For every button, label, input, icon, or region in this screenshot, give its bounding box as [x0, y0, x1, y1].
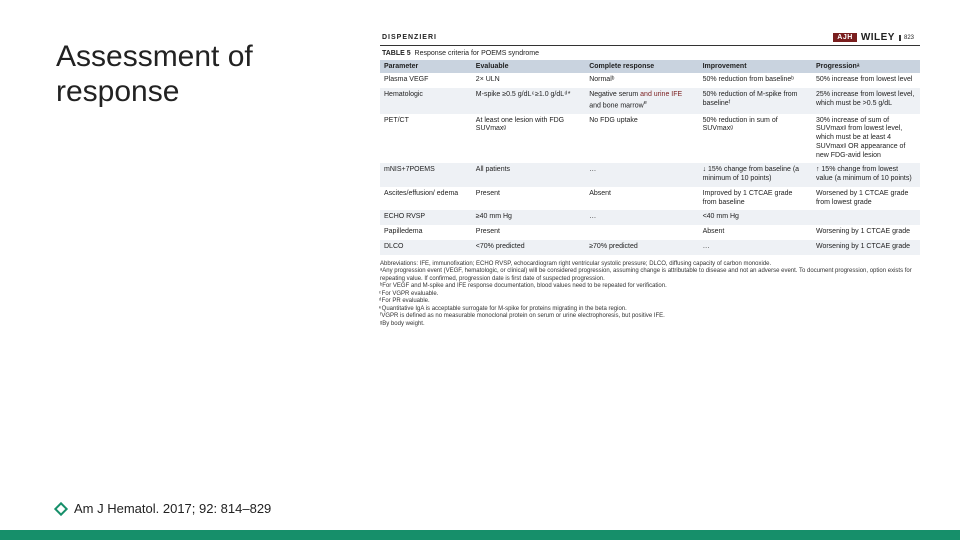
col-improvement: Improvement	[699, 60, 812, 73]
table-cell: At least one lesion with FDG SUVmaxᵍ	[472, 114, 585, 164]
table-row: Plasma VEGF2× ULNNormalᵇ50% reduction fr…	[380, 73, 920, 88]
table-row: HematologicM-spike ≥0.5 g/dL ͨ ≥1.0 g/dL…	[380, 88, 920, 114]
footnote-c: ͨ For VGPR evaluable.	[380, 291, 920, 299]
table-cell: M-spike ≥0.5 g/dL ͨ ≥1.0 g/dL ͩ *	[472, 88, 585, 114]
diamond-icon	[54, 501, 68, 515]
table-cell: ≥70% predicted	[585, 240, 698, 255]
footnote-f: ᶠVGPR is defined as no measurable monocl…	[380, 313, 920, 321]
table-cell: Hematologic	[380, 88, 472, 114]
table-cell: Negative serum and urine IFE and bone ma…	[585, 88, 698, 114]
col-parameter: Parameter	[380, 60, 472, 73]
table-cell: <70% predicted	[472, 240, 585, 255]
table-cell: ↑ 15% change from lowest value (a minimu…	[812, 163, 920, 187]
table-cell: ≥40 mm Hg	[472, 210, 585, 225]
table-caption: TABLE 5 Response criteria for POEMS synd…	[382, 50, 920, 57]
brand-text: WILEY	[861, 32, 895, 43]
table-header-row: Parameter Evaluable Complete response Im…	[380, 60, 920, 73]
col-evaluable: Evaluable	[472, 60, 585, 73]
table-cell: Worsening by 1 CTCAE grade	[812, 225, 920, 240]
table-row: Ascites/effusion/ edemaPresentAbsentImpr…	[380, 187, 920, 211]
citation: Am J Hematol. 2017; 92: 814–829	[56, 501, 271, 516]
footnote-b: ᵇFor VEGF and M-spike and IFE response d…	[380, 283, 920, 291]
table-cell: Absent	[699, 225, 812, 240]
response-table: Parameter Evaluable Complete response Im…	[380, 60, 920, 255]
table-cell: Worsened by 1 CTCAE grade from lowest gr…	[812, 187, 920, 211]
table-cell: …	[585, 210, 698, 225]
table-cell	[812, 210, 920, 225]
footnote-e: ͤ Quantitative IgA is acceptable surroga…	[380, 306, 920, 314]
footnote-g: ᵍBy body weight.	[380, 321, 920, 329]
footnote-a: ᵃAny progression event (VEGF, hematologi…	[380, 268, 920, 283]
table-cell: 50% reduction in sum of SUVmaxᵍ	[699, 114, 812, 164]
table-row: DLCO<70% predicted≥70% predicted…Worseni…	[380, 240, 920, 255]
caption-text: Response criteria for POEMS syndrome	[415, 50, 540, 57]
accent-bar	[0, 530, 960, 540]
table-cell: 25% increase from lowest level, which mu…	[812, 88, 920, 114]
table-cell	[585, 225, 698, 240]
table-cell: Improved by 1 CTCAE grade from baseline	[699, 187, 812, 211]
table-cell: ↓ 15% change from baseline (a minimum of…	[699, 163, 812, 187]
page-number: 823	[899, 35, 914, 41]
table-cell: Worsening by 1 CTCAE grade	[812, 240, 920, 255]
table-cell: …	[699, 240, 812, 255]
table-cell: 50% reduction of M-spike from baselineᶠ	[699, 88, 812, 114]
table-cell: DLCO	[380, 240, 472, 255]
table-cell: 50% reduction from baselineᵇ	[699, 73, 812, 88]
footnote-d: ͩ For PR evaluable.	[380, 298, 920, 306]
panel-brand: AJH WILEY 823	[833, 32, 914, 43]
panel-header: DISPENZIERI AJH WILEY 823	[380, 30, 920, 46]
table-row: PET/CTAt least one lesion with FDG SUVma…	[380, 114, 920, 164]
table-cell: 2× ULN	[472, 73, 585, 88]
table-footnotes: Abbreviations: IFE, immunofixation; ECHO…	[380, 261, 920, 329]
citation-text: Am J Hematol. 2017; 92: 814–829	[74, 501, 271, 516]
table-cell: All patients	[472, 163, 585, 187]
table-cell: Plasma VEGF	[380, 73, 472, 88]
table-cell: <40 mm Hg	[699, 210, 812, 225]
footnote-abbrev: Abbreviations: IFE, immunofixation; ECHO…	[380, 261, 920, 269]
caption-label: TABLE 5	[382, 50, 411, 57]
table-cell: Normalᵇ	[585, 73, 698, 88]
table-row: ECHO RVSP≥40 mm Hg…<40 mm Hg	[380, 210, 920, 225]
table-cell: No FDG uptake	[585, 114, 698, 164]
journal-table-panel: DISPENZIERI AJH WILEY 823 TABLE 5 Respon…	[380, 30, 920, 460]
table-cell: Ascites/effusion/ edema	[380, 187, 472, 211]
brand-box: AJH	[833, 33, 857, 42]
col-progression: Progressionᵃ	[812, 60, 920, 73]
table-cell: mNIS+7POEMS	[380, 163, 472, 187]
table-cell: 30% increase of sum of SUVmaxᵍ from lowe…	[812, 114, 920, 164]
col-complete-response: Complete response	[585, 60, 698, 73]
table-cell: Present	[472, 187, 585, 211]
table-row: PapilledemaPresent AbsentWorsening by 1 C…	[380, 225, 920, 240]
table-cell: 50% increase from lowest level	[812, 73, 920, 88]
panel-author: DISPENZIERI	[382, 34, 437, 41]
table-cell: Papilledema	[380, 225, 472, 240]
page-title: Assessment of response	[56, 40, 316, 109]
table-cell: …	[585, 163, 698, 187]
table-row: mNIS+7POEMSAll patients…↓ 15% change fro…	[380, 163, 920, 187]
table-cell: Present	[472, 225, 585, 240]
table-cell: ECHO RVSP	[380, 210, 472, 225]
table-cell: Absent	[585, 187, 698, 211]
table-cell: PET/CT	[380, 114, 472, 164]
